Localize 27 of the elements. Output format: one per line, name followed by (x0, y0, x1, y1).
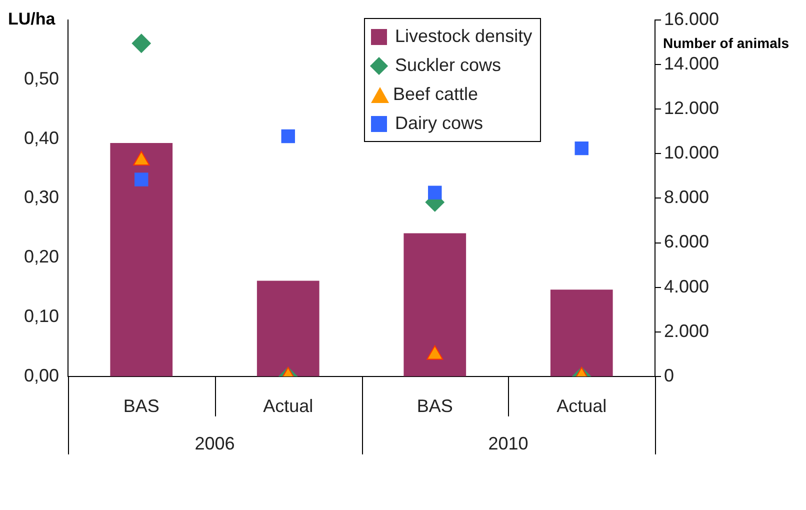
x-tick-label: BAS (123, 396, 160, 416)
y-axis-title: LU/ha (8, 10, 56, 29)
legend-label: Suckler cows (395, 55, 502, 76)
y2-tick-label: 10.000 (664, 142, 720, 163)
x-tick-label: BAS (416, 396, 453, 416)
y2-tick-label: 6.000 (664, 232, 710, 252)
y-tick-label: 0,30 (24, 187, 59, 208)
text: 2010 (488, 433, 528, 454)
y2-tick-label: 8.000 (664, 187, 710, 208)
y-tick-label: 0,40 (24, 128, 59, 148)
legend-label: Dairy cows (395, 113, 484, 134)
y2-tick-label: 14.000 (664, 54, 720, 74)
y-tick-label: 0,50 (24, 68, 59, 88)
text: 2006 (194, 433, 235, 454)
y2-axis-title: Number of animals (663, 34, 790, 51)
y-tick-label: 0,00 (24, 365, 59, 386)
y2-tick-label: 4.000 (664, 276, 710, 296)
x-tick-label: Actual (556, 396, 607, 416)
x-tick-label: Actual (263, 396, 314, 416)
y2-tick-label: 16.000 (664, 8, 720, 29)
y-tick-label: 0,10 (24, 306, 59, 326)
y2-tick-label: 12.000 (664, 98, 720, 118)
y2-tick-label: 2.000 (664, 320, 710, 341)
legend-label: Beef cattle (393, 84, 478, 105)
y-tick-label: 0,20 (24, 246, 59, 267)
y2-tick-label: 0 (664, 365, 674, 386)
legend-label: Livestock density (395, 26, 532, 47)
